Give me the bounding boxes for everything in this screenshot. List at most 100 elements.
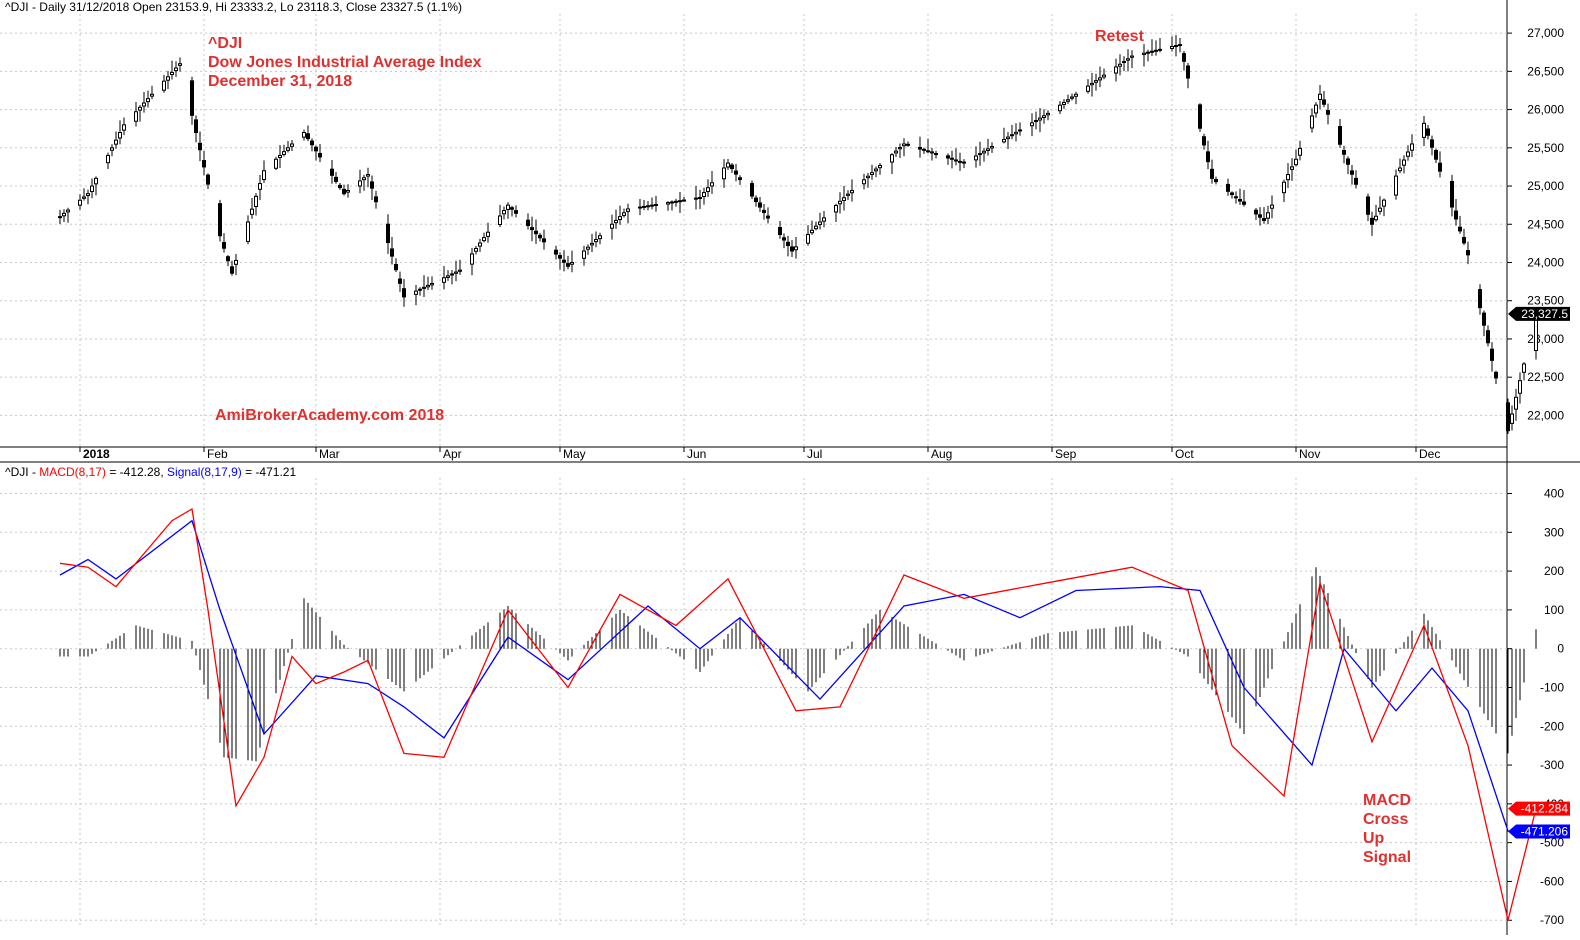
candles [58,34,1538,434]
candle-body [526,219,530,227]
candle-body [390,248,394,257]
candle-body [894,150,898,154]
candle-body [1410,143,1414,151]
candle-body [482,237,486,242]
candle-body [1210,168,1214,179]
candle-body [750,183,754,197]
candle-body [1374,215,1378,221]
candle-body [922,148,926,151]
candle-body [506,204,510,210]
candle-body [1282,181,1286,194]
candle-body [1202,136,1206,146]
month-label: Jun [687,447,706,461]
candle-body [1478,289,1482,309]
candle-body [566,263,570,267]
candle-body [958,160,962,163]
candle-body [110,147,114,151]
candle-body [766,215,770,219]
month-label: Feb [207,447,228,461]
candle-body [698,197,702,200]
candle-body [1258,214,1262,218]
candle-body [58,216,62,219]
candle-body [318,152,322,158]
candle-body [1238,199,1242,202]
candle-body [1002,138,1006,143]
candle-body [682,199,686,202]
candle-body [862,179,866,185]
candle-body [202,160,206,168]
candle-body [414,290,418,295]
candle-body [846,193,850,196]
candle-body [78,199,82,206]
candle-body [82,196,86,199]
candle-body [1130,55,1134,58]
candle-body [1118,63,1122,67]
candle-body [346,189,350,193]
watermark-annotation: AmiBrokerAcademy.com 2018 [215,407,445,424]
candle-body [250,208,254,215]
candle-body [890,154,894,163]
candle-body [178,63,182,66]
candle-body [734,170,738,175]
candle-body [366,174,370,177]
candle-body [1494,371,1498,379]
candle-body [486,231,490,237]
candle-body [610,223,614,229]
candle-body [842,197,846,201]
candle-body [1490,348,1494,361]
candle-body [974,155,978,161]
candle-body [458,269,462,272]
macd-note-line1: MACD [1363,792,1411,809]
candle-body [1146,51,1150,54]
candle-body [514,210,518,214]
candle-body [706,187,710,192]
candle-body [1114,66,1118,74]
candle-body [362,177,366,181]
candle-body [902,143,906,147]
candle-body [386,223,390,244]
candle-body [1326,110,1330,115]
candle-body [738,177,742,181]
signal-value-marker [1508,824,1570,839]
candle-body [370,181,374,189]
candle-body [1270,204,1274,209]
candle-body [1034,119,1038,123]
candle-body [1030,122,1034,127]
candle-body [146,98,150,103]
candle-body [1230,192,1234,196]
candle-body [822,217,826,222]
candle-body [162,80,166,91]
candle-body [990,146,994,149]
candle-body [142,102,146,107]
candle-body [878,164,882,169]
candle-body [170,71,174,76]
candle-body [558,255,562,259]
macd-header-macd-value: = -412.28, [105,465,168,479]
candle-body [790,246,794,252]
candle-body [710,182,714,187]
candle-body [230,266,234,274]
candle-body [834,204,838,213]
candle-body [670,201,674,204]
candle-body [1062,101,1066,105]
candle-body [286,147,290,151]
candle-body [1154,49,1158,52]
candle-body [1094,80,1098,83]
candle-body [782,237,786,241]
candle-body [246,221,250,242]
candle-body [794,246,798,251]
candle-body [562,259,566,263]
candle-body [1402,159,1406,166]
candle-body [946,155,950,159]
candle-body [898,147,902,150]
candle-body [122,124,126,131]
candle-body [594,239,598,243]
candle-body [1430,139,1434,148]
candle-body [1462,237,1466,244]
candle-body [114,139,118,145]
macd-value-marker [1508,801,1570,816]
candle-body [1370,217,1374,225]
candle-body [582,250,586,259]
candle-body [454,271,458,274]
candle-body [1338,126,1342,145]
